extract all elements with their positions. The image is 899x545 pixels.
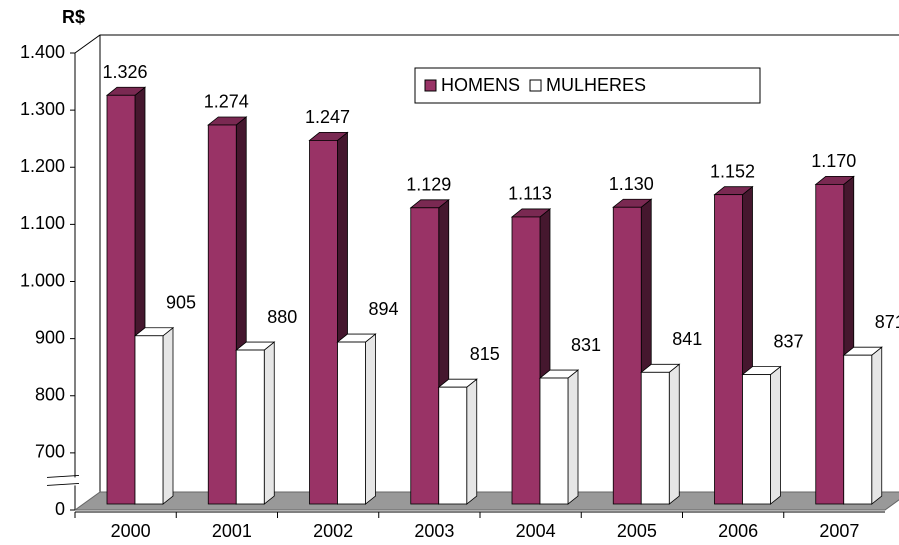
bar-side	[567, 369, 579, 505]
x-tick-label: 2004	[516, 521, 556, 541]
x-tick-label: 2003	[414, 521, 454, 541]
y-tick-label: 1.100	[20, 213, 65, 233]
bar	[207, 124, 237, 505]
bar	[309, 140, 338, 505]
bar-side	[770, 365, 781, 505]
data-label: 871	[875, 312, 899, 332]
data-label: 894	[368, 299, 398, 319]
y-tick-label: 700	[35, 442, 65, 462]
data-label: 905	[166, 293, 196, 313]
y-tick-label: 1.000	[20, 270, 65, 290]
bar	[438, 386, 468, 505]
bar	[742, 374, 771, 505]
legend-label: HOMENS	[441, 75, 520, 95]
bar	[106, 94, 136, 505]
bar	[511, 216, 541, 505]
x-tick-label: 2005	[617, 521, 657, 541]
data-label: 1.113	[508, 184, 552, 204]
data-label: 837	[773, 331, 803, 351]
data-label: 841	[672, 329, 702, 349]
y-tick-label: 1.400	[20, 42, 65, 62]
bar	[337, 341, 366, 505]
x-tick-label: 2002	[313, 521, 353, 541]
y-tick-label: 1.300	[20, 99, 65, 119]
y-tick-label: 900	[35, 327, 65, 347]
data-label: 815	[470, 344, 500, 364]
bar	[410, 207, 440, 505]
x-tick-label: 2006	[718, 521, 758, 541]
bar-side	[263, 341, 275, 505]
x-tick-label: 2000	[111, 521, 151, 541]
bar	[843, 354, 873, 505]
x-tick-label: 2007	[819, 521, 859, 541]
floor	[73, 491, 899, 511]
axis-break	[46, 482, 80, 486]
legend-swatch	[424, 79, 437, 92]
bar-side	[466, 378, 478, 505]
bar-side	[365, 333, 376, 505]
data-label: 1.129	[406, 175, 451, 195]
bar-side	[871, 346, 883, 505]
legend-swatch	[529, 79, 542, 92]
x-tick-label: 2001	[212, 521, 252, 541]
data-label: 880	[267, 307, 297, 327]
axis-break	[46, 474, 80, 478]
data-label: 1.170	[811, 151, 856, 171]
bar	[612, 206, 642, 505]
legend-label: MULHERES	[546, 75, 646, 95]
data-label: 1.152	[710, 161, 755, 181]
y-tick-label: 0	[55, 499, 65, 519]
bar-side	[668, 363, 680, 505]
y-axis-label: R$	[62, 7, 85, 27]
data-label: 1.274	[204, 92, 249, 112]
y-tick-label: 800	[35, 385, 65, 405]
bar	[640, 371, 670, 505]
y-tick-label: 1.200	[20, 156, 65, 176]
bar	[134, 335, 164, 505]
legend-box	[414, 67, 761, 104]
data-label: 831	[571, 335, 601, 355]
data-label: 1.326	[102, 62, 147, 82]
bar	[539, 377, 569, 505]
data-label: 1.130	[609, 174, 654, 194]
bar	[815, 183, 845, 505]
bar	[714, 194, 743, 505]
data-label: 1.247	[305, 107, 350, 127]
axis-break-gap	[72, 477, 78, 486]
bar-side	[162, 326, 174, 505]
bar	[235, 349, 265, 505]
